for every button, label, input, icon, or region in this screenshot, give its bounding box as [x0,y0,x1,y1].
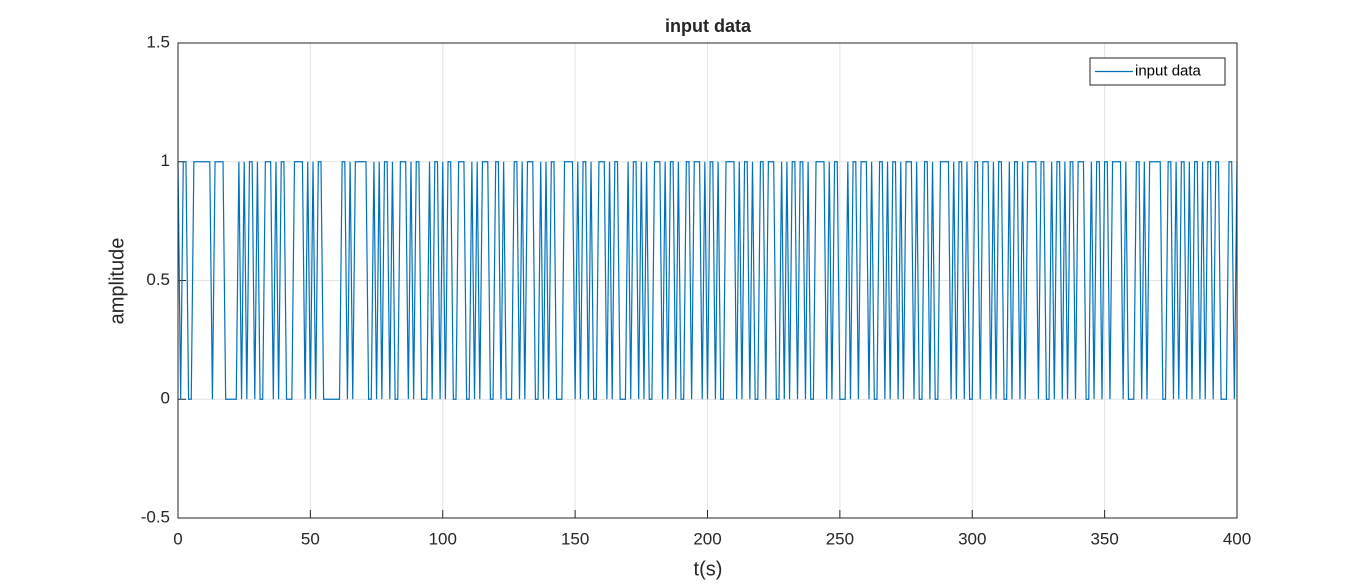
chart-title: input data [665,16,752,36]
y-tick-label: 0.5 [146,270,170,289]
x-tick-label: 200 [693,529,721,548]
x-tick-label: 400 [1223,529,1251,548]
x-axis-label: t(s) [694,558,723,580]
x-tick-label: 250 [826,529,854,548]
legend: input data [1089,57,1226,86]
x-tick-label: 100 [429,529,457,548]
x-tick-label: 150 [561,529,589,548]
y-axis-label: amplitude [106,238,128,325]
y-tick-label: 1 [161,151,170,170]
x-tick-label: 300 [958,529,986,548]
y-tick-label: -0.5 [141,507,170,526]
y-tick-label: 1.5 [146,32,170,51]
x-tick-label: 350 [1090,529,1118,548]
data-line [177,161,1238,400]
x-tick-label: 0 [173,529,182,548]
y-tick-label: 0 [161,389,170,408]
x-tick-label: 50 [301,529,320,548]
axes-box [177,42,1238,519]
legend-label: input data [1135,62,1202,79]
